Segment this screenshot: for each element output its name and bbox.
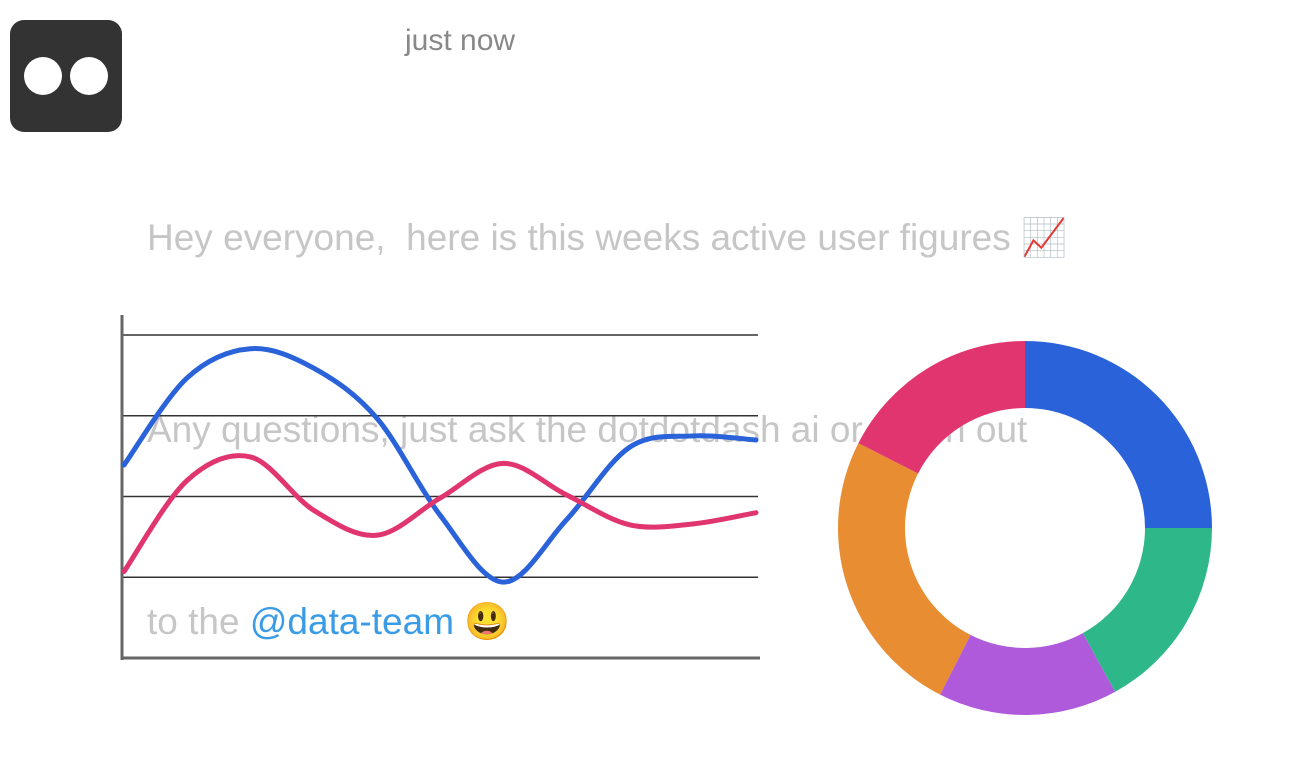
donut-segment [1082,528,1212,692]
avatar-dot [24,57,62,95]
mention[interactable]: @data-team [249,601,455,642]
chat-message: just now Hey everyone, here is this week… [10,20,1212,715]
avatar-dot [70,57,108,95]
message-line: to the @data-team 😃 [147,590,1067,654]
charts [120,315,1212,715]
timestamp: just now [405,24,516,57]
donut-segment [858,341,1025,474]
message-line: to the [147,601,240,642]
avatar[interactable] [10,20,122,132]
donut-segment [838,443,971,695]
line-series [121,453,759,575]
donut-segment [940,633,1116,715]
message-text: Hey everyone, here is this weeks active … [147,78,1067,782]
message-line: Hey everyone, here is this weeks active … [147,217,1068,258]
donut-segment [1025,341,1212,528]
line-series [121,346,759,585]
emoji: 😃 [464,601,511,642]
